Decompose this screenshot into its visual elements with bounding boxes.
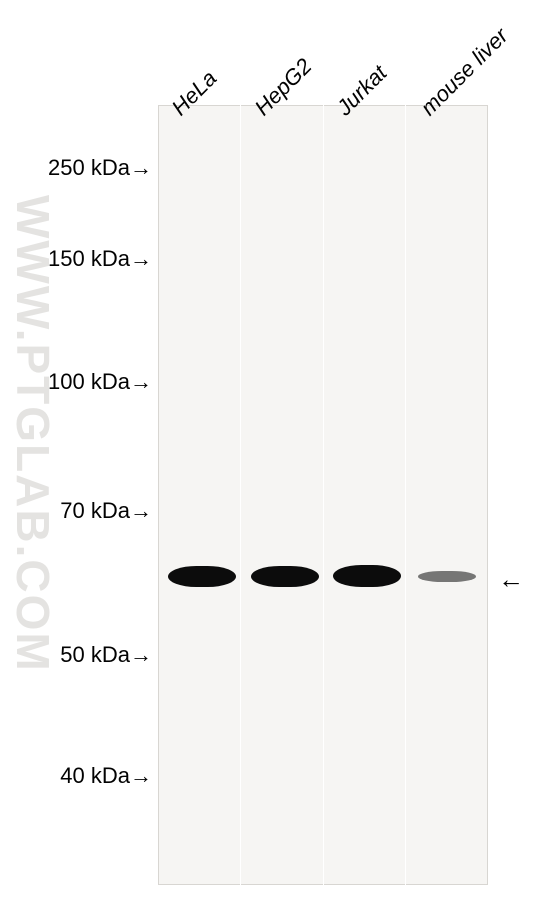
protein-band (251, 566, 319, 587)
marker-label: 40 kDa→ (60, 763, 152, 789)
lane-divider (405, 105, 406, 885)
marker-label: 70 kDa→ (60, 498, 152, 524)
lane-divider (240, 105, 241, 885)
marker-label: 100 kDa→ (48, 369, 152, 395)
protein-band (418, 571, 476, 582)
protein-band (168, 566, 236, 587)
marker-label: 250 kDa→ (48, 155, 152, 181)
band-indicator-arrow: ← (498, 564, 524, 595)
marker-label: 150 kDa→ (48, 246, 152, 272)
figure-container: WWW.PTGLAB.COM HeLaHepG2Jurkatmouse live… (0, 0, 550, 903)
protein-band (333, 565, 401, 587)
marker-label: 50 kDa→ (60, 642, 152, 668)
lane-divider (323, 105, 324, 885)
